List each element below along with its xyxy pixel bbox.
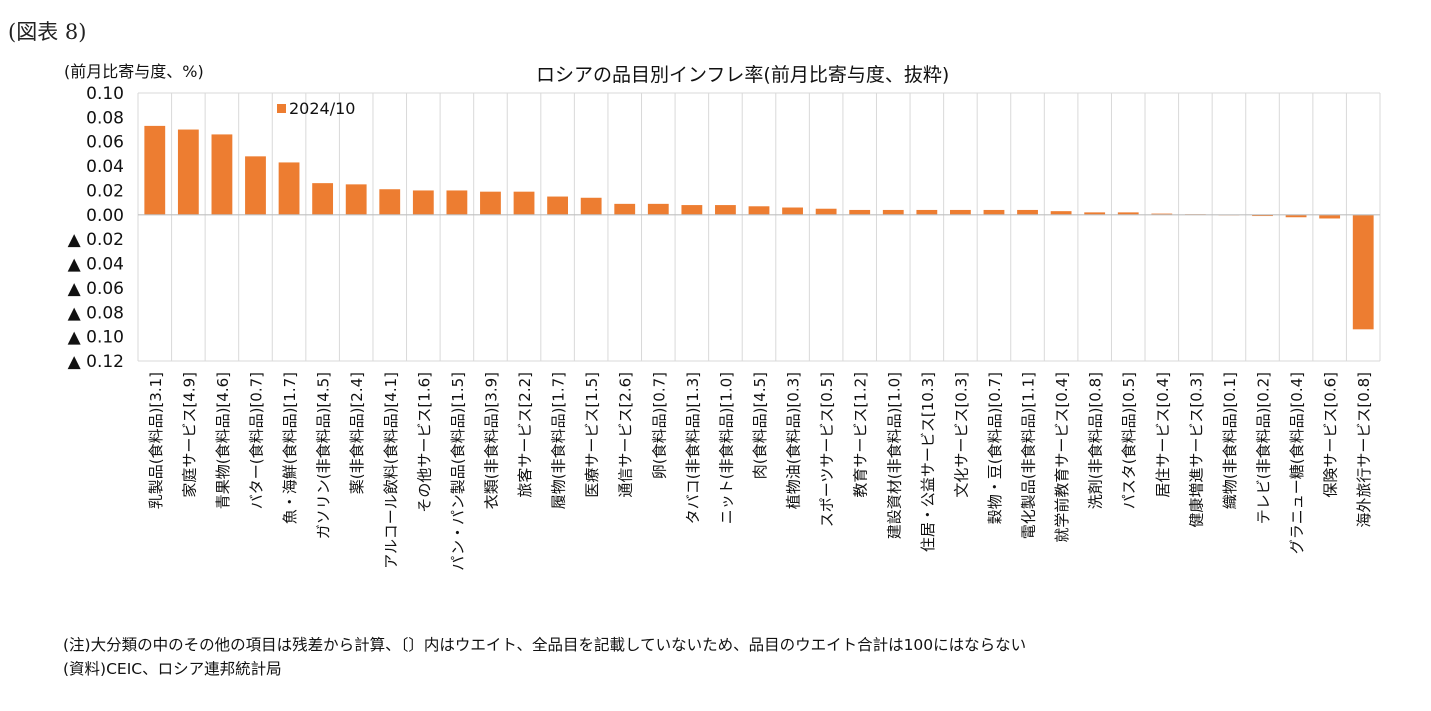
- x-tick-label: ガソリン(非食料品)[4.5]: [315, 372, 333, 539]
- bar: [446, 190, 467, 214]
- bar: [883, 210, 904, 215]
- x-tick-label: 洗剤(非食料品)[0.8]: [1087, 372, 1105, 509]
- x-tick-label: 通信サービス[2.6]: [617, 372, 635, 498]
- bar: [514, 192, 535, 215]
- y-tick-label: ▲ 0.06: [68, 279, 124, 299]
- bar: [547, 197, 568, 215]
- x-tick-label: 住居・公益サービス[10.3]: [919, 372, 937, 552]
- x-tick-label: 卵(食料品)[0.7]: [650, 372, 668, 479]
- bar: [715, 205, 736, 215]
- y-tick-label: 0.02: [86, 181, 124, 201]
- y-tick-label: ▲ 0.10: [68, 328, 124, 348]
- y-tick-label: 0.04: [86, 157, 124, 177]
- x-tick-label: その他サービス[1.6]: [415, 372, 433, 513]
- x-tick-label: 穀物・豆(食料品)[0.7]: [986, 372, 1004, 524]
- x-tick-label: 履物(非食料品)[1.7]: [550, 372, 568, 509]
- x-tick-label: アルコール飲料(食料品)[4.1]: [382, 372, 400, 569]
- x-tick-label: 魚・海鮮(食料品)[1.7]: [281, 372, 299, 524]
- bar: [782, 208, 803, 215]
- bar: [178, 130, 199, 215]
- bar: [212, 134, 233, 214]
- x-tick-label: 織物(非食料品)[0.1]: [1221, 372, 1239, 509]
- bar: [279, 162, 300, 214]
- bar: [816, 209, 837, 215]
- bar: [749, 206, 770, 215]
- bar: [849, 210, 870, 215]
- bar: [648, 204, 669, 215]
- x-tick-label: 肉(食料品)[4.5]: [751, 372, 769, 479]
- x-tick-label: 建設資材(非食料品)[1.0]: [885, 372, 903, 539]
- x-tick-label: 居住サービス[0.4]: [1154, 372, 1172, 498]
- legend-swatch: [277, 104, 286, 113]
- chart-source: (資料)CEIC、ロシア連邦統計局: [63, 657, 282, 679]
- x-tick-label: グラニュー糖(食料品)[0.4]: [1288, 372, 1306, 554]
- x-tick-label: 青果物(食料品)[4.6]: [214, 372, 232, 509]
- x-tick-label: 健康増進サービス[0.3]: [1187, 372, 1205, 528]
- bar: [916, 210, 937, 215]
- chart-note: (注)大分類の中のその他の項目は残差から計算、〔〕内はウエイト、全品目を記載して…: [63, 633, 1026, 655]
- x-tick-label: パン・パン製品(食料品)[1.5]: [449, 372, 467, 571]
- x-tick-label: 家庭サービス[4.9]: [180, 372, 198, 498]
- bar: [245, 156, 266, 214]
- bar: [581, 198, 602, 215]
- bar: [480, 192, 501, 215]
- y-tick-label: 0.10: [86, 84, 124, 104]
- x-tick-label: 植物油(食料品)[0.3]: [785, 372, 803, 509]
- bar: [950, 210, 971, 215]
- x-tick-label: 文化サービス[0.3]: [952, 372, 970, 498]
- x-tick-label: バター(食料品)[0.7]: [247, 372, 265, 509]
- bar: [312, 183, 333, 215]
- y-tick-label: ▲ 0.08: [68, 303, 124, 323]
- y-tick-label: 0.08: [86, 108, 124, 128]
- bar: [1017, 210, 1038, 215]
- y-tick-label: ▲ 0.04: [68, 255, 124, 275]
- y-tick-label: 0.06: [86, 133, 124, 153]
- x-tick-label: 薬(非食料品)[2.4]: [348, 372, 366, 494]
- bar: [984, 210, 1005, 215]
- legend-label: 2024/10: [289, 99, 355, 118]
- bar: [346, 184, 367, 214]
- bar: [144, 126, 165, 215]
- x-tick-label: 教育サービス[1.2]: [852, 372, 870, 498]
- y-tick-label: ▲ 0.02: [68, 230, 124, 250]
- x-tick-label: 旅客サービス[2.2]: [516, 372, 534, 498]
- x-tick-label: 海外旅行サービス[0.8]: [1355, 372, 1373, 528]
- bar: [614, 204, 635, 215]
- bar: [413, 190, 434, 214]
- x-tick-label: 医療サービス[1.5]: [583, 372, 601, 498]
- x-tick-label: 電化製品(非食料品)[1.1]: [1020, 372, 1038, 539]
- x-tick-label: 衣類(非食料品)[3.9]: [482, 372, 500, 509]
- x-tick-label: 保険サービス[0.6]: [1322, 372, 1340, 498]
- x-tick-label: ニット(非食料品)[1.0]: [717, 372, 735, 524]
- x-tick-label: タバコ(非食料品)[1.3]: [684, 372, 702, 524]
- x-tick-label: テレビ(非食料品)[0.2]: [1255, 372, 1273, 524]
- bar: [681, 205, 702, 215]
- x-tick-label: スポーツサービス[0.5]: [818, 372, 836, 527]
- bar: [379, 189, 400, 215]
- x-tick-label: 乳製品(食料品)[3.1]: [147, 372, 165, 509]
- x-tick-label: パスタ(食料品)[0.5]: [1120, 372, 1138, 509]
- y-tick-label: ▲ 0.12: [68, 352, 124, 372]
- bar: [1353, 215, 1374, 330]
- bar-chart: 0.10 0.08 0.06 0.04 0.02 0.00 ▲ 0.02 ▲ 0.04 ▲ 0.…: [0, 0, 1431, 640]
- x-tick-label: 就学前教育サービス[0.4]: [1053, 372, 1071, 543]
- y-tick-label: 0.00: [86, 206, 124, 226]
